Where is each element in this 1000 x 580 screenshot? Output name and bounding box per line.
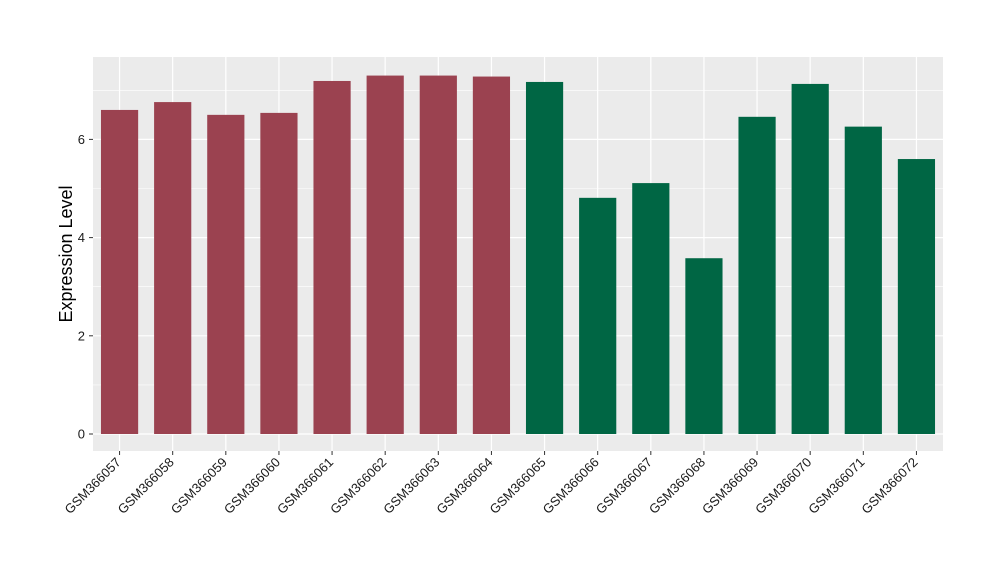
bars — [100, 75, 936, 435]
bar-GSM366071 — [844, 126, 882, 434]
bar-GSM366066 — [579, 197, 617, 434]
bar-GSM366062 — [366, 75, 404, 434]
bar-GSM366067 — [632, 183, 670, 434]
bar-GSM366065 — [525, 81, 564, 434]
y-axis: 0 2 4 6 — [78, 132, 93, 442]
x-tick-label: GSM366070 — [752, 455, 814, 517]
bar-GSM366069 — [738, 116, 776, 435]
bar-GSM366070 — [791, 83, 829, 435]
y-tick-label: 6 — [78, 132, 85, 147]
x-tick-label: GSM366066 — [540, 455, 602, 517]
bar-GSM366060 — [260, 112, 298, 435]
x-tick-label: GSM366062 — [327, 455, 389, 517]
x-tick-label: GSM366069 — [699, 455, 761, 517]
x-tick-label: GSM366071 — [805, 455, 867, 517]
y-tick-label: 0 — [78, 427, 85, 442]
x-tick-label: GSM366059 — [168, 455, 230, 517]
bar-GSM366058 — [154, 102, 192, 435]
y-axis-title: Expression Level — [56, 185, 76, 322]
y-tick-label: 4 — [78, 230, 85, 245]
bar-GSM366057 — [100, 109, 139, 434]
x-tick-label: GSM366067 — [593, 455, 655, 517]
bar-GSM366072 — [897, 159, 936, 435]
x-tick-label: GSM366064 — [433, 455, 495, 517]
x-tick-label: GSM366072 — [858, 455, 920, 517]
bar-GSM366068 — [685, 258, 723, 434]
x-tick-label: GSM366058 — [115, 455, 177, 517]
x-tick-label: GSM366057 — [61, 455, 123, 517]
bar-GSM366059 — [207, 114, 245, 434]
x-tick-label: GSM366068 — [646, 455, 708, 517]
x-tick-label: GSM366061 — [274, 455, 336, 517]
bar-GSM366064 — [472, 76, 511, 434]
bar-GSM366061 — [313, 80, 351, 434]
x-tick-label: GSM366065 — [486, 455, 548, 517]
x-tick-label: GSM366060 — [221, 455, 283, 517]
x-axis: GSM366057GSM366058GSM366059GSM366060GSM3… — [61, 451, 921, 517]
x-tick-label: GSM366063 — [380, 455, 442, 517]
y-tick-label: 2 — [78, 328, 85, 343]
bar-GSM366063 — [419, 75, 457, 434]
